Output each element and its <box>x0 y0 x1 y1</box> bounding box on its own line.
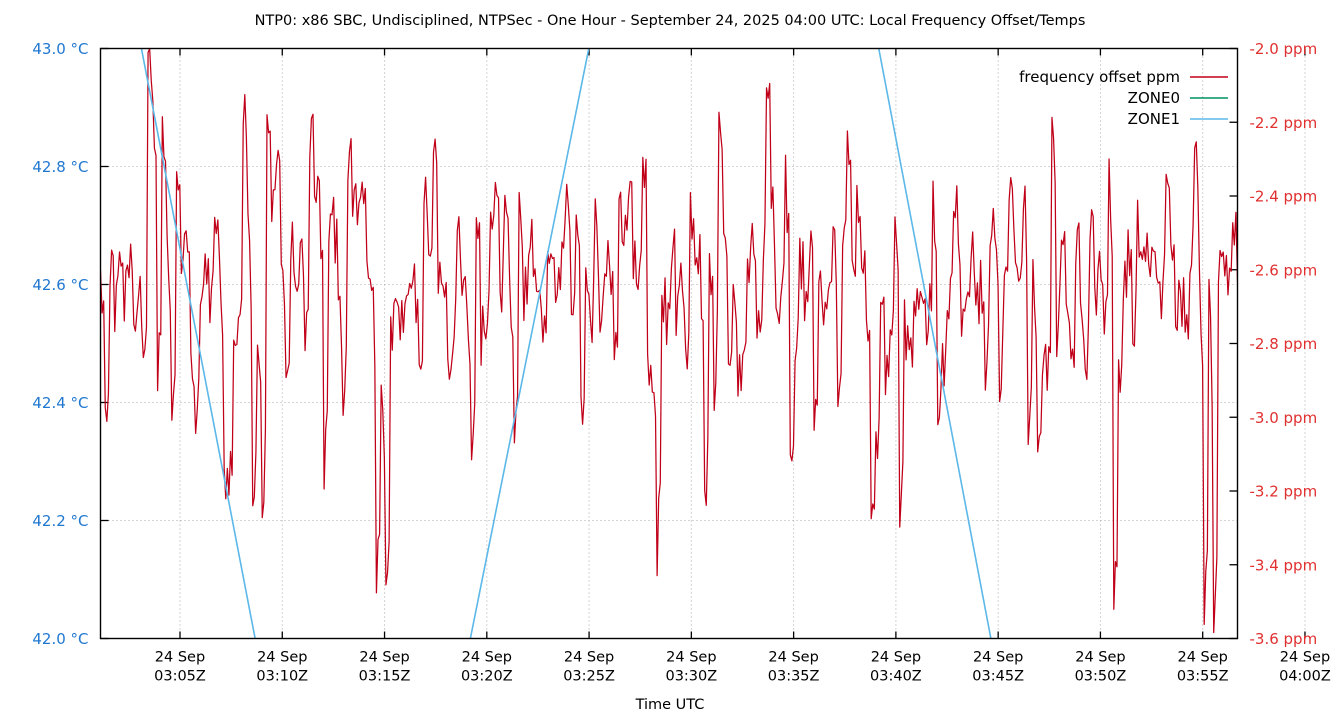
y-axis-right-tick-label: -3.2 ppm <box>1250 483 1318 501</box>
chart-title: NTP0: x86 SBC, Undisciplined, NTPSec - O… <box>254 13 1086 29</box>
x-axis-tick-label-date: 24 Sep <box>564 650 614 666</box>
y-axis-left-tick-label: 42.0 °C <box>32 630 88 648</box>
y-axis-right-tick-label: -2.4 ppm <box>1250 188 1318 206</box>
x-axis-title: Time UTC <box>635 697 705 713</box>
gridlines <box>100 48 1306 639</box>
series-line-zone1 <box>140 48 992 639</box>
x-axis-tick-label-time: 03:30Z <box>665 669 717 685</box>
x-axis-tick-label-date: 24 Sep <box>359 650 409 666</box>
x-axis-tick-label-date: 24 Sep <box>666 650 716 666</box>
x-axis-tick-label-date: 24 Sep <box>1075 650 1125 666</box>
legend-label: ZONE1 <box>1128 110 1180 128</box>
legend-label: frequency offset ppm <box>1019 68 1180 86</box>
y-axis-right-tick-label: -2.2 ppm <box>1250 114 1318 132</box>
x-axis-labels: 24 Sep 03:05Z 24 Sep 03:10Z 24 Sep 03:15Z 24 S… <box>154 650 1331 685</box>
y-axis-right-tick-label: -2.8 ppm <box>1250 335 1318 353</box>
legend-label: ZONE0 <box>1128 89 1180 107</box>
plot-border <box>99 47 1239 640</box>
x-axis-tick-label-date: 24 Sep <box>871 650 921 666</box>
x-axis-tick-label-date: 24 Sep <box>1280 650 1330 666</box>
x-axis-tick-label-date: 24 Sep <box>155 650 205 666</box>
y-axis-left-labels: 42.0 °C 42.2 °C 42.4 °C 42.6 °C 42.8 °C 43.0 … <box>32 40 88 648</box>
x-axis-tick-label-date: 24 Sep <box>768 650 818 666</box>
series-line-frequency-offset-ppm <box>100 48 1238 634</box>
x-axis-tick-label-time: 03:10Z <box>256 669 308 685</box>
y-axis-left-tick-label: 42.4 °C <box>32 394 88 412</box>
y-axis-right-tick-label: -2.0 ppm <box>1250 40 1318 58</box>
data-series-layer <box>100 48 1238 639</box>
y-axis-right-tick-label: -3.4 ppm <box>1250 556 1318 574</box>
x-axis-tick-label-time: 03:40Z <box>870 669 922 685</box>
x-axis-tick-label-time: 04:00Z <box>1279 669 1331 685</box>
legend: frequency offset ppm ZONE0 ZONE1 <box>1019 68 1228 128</box>
x-axis-tick-label-date: 24 Sep <box>257 650 307 666</box>
x-axis-tick-label-time: 03:50Z <box>1075 669 1127 685</box>
y-axis-right-tick-label: -3.6 ppm <box>1250 630 1318 648</box>
x-axis-tick-label-date: 24 Sep <box>973 650 1023 666</box>
x-axis-tick-label-time: 03:05Z <box>154 669 206 685</box>
x-axis-tick-label-date: 24 Sep <box>462 650 512 666</box>
x-axis-tick-label-time: 03:45Z <box>972 669 1024 685</box>
x-axis-tick-label-time: 03:35Z <box>768 669 820 685</box>
y-axis-left-tick-label: 42.2 °C <box>32 512 88 530</box>
x-axis-tick-label-date: 24 Sep <box>1178 650 1228 666</box>
y-axis-left-tick-label: 42.6 °C <box>32 276 88 294</box>
y-axis-right-labels: -3.6 ppm -3.4 ppm -3.2 ppm -3.0 ppm -2.8 ppm… <box>1250 40 1318 648</box>
x-axis-tick-label-time: 03:55Z <box>1177 669 1229 685</box>
y-axis-right-tick-label: -2.6 ppm <box>1250 261 1318 279</box>
x-axis-tick-label-time: 03:20Z <box>461 669 513 685</box>
y-axis-left-tick-label: 43.0 °C <box>32 40 88 58</box>
x-axis-tick-label-time: 03:15Z <box>359 669 411 685</box>
y-axis-right-tick-label: -3.0 ppm <box>1250 409 1318 427</box>
y-axis-left-tick-label: 42.8 °C <box>32 158 88 176</box>
x-axis-tick-label-time: 03:25Z <box>563 669 615 685</box>
